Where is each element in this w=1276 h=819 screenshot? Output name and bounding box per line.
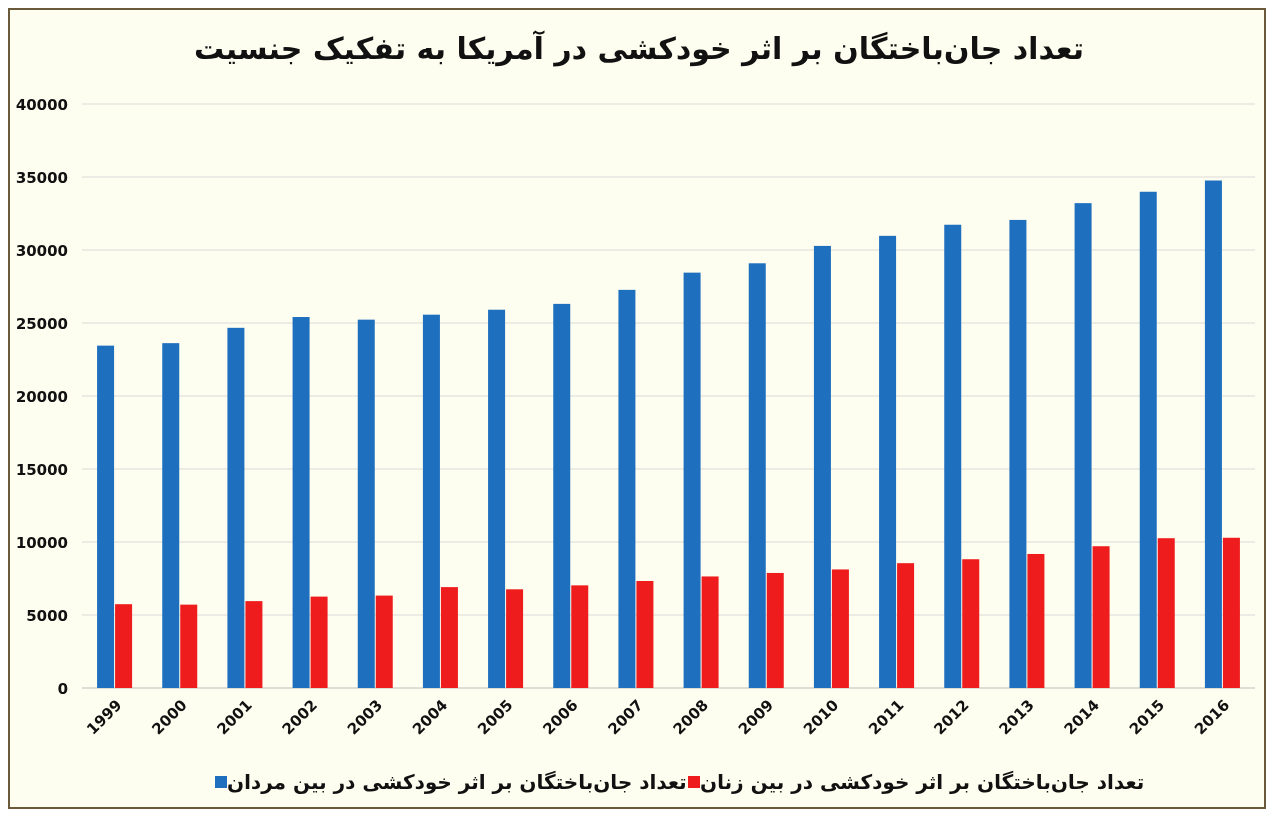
y-tick-label: 40000 (16, 96, 68, 114)
bar-men (422, 314, 440, 688)
x-tick-label: 2009 (735, 696, 777, 738)
bar-women (962, 559, 980, 688)
y-tick-label: 15000 (16, 461, 68, 479)
x-tick-label: 2000 (148, 696, 190, 738)
bar-women (375, 595, 393, 688)
bar-men (162, 343, 180, 688)
bar-women (701, 576, 719, 688)
legend-swatch-women (688, 776, 700, 788)
bar-women (831, 569, 849, 688)
y-tick-label: 30000 (16, 242, 68, 260)
legend-item-women: تعداد جان‌باختگان بر اثر خودکشی در بین ز… (678, 770, 1144, 794)
x-tick-label: 2006 (539, 696, 581, 738)
legend-swatch-men (215, 776, 227, 788)
bar-men (1139, 191, 1157, 688)
x-tick-label: 2003 (344, 696, 386, 738)
bar-women (1222, 537, 1240, 688)
bar-men (553, 303, 571, 688)
chart-title: تعداد جان‌باختگان بر اثر خودکشی در آمریک… (194, 32, 1084, 67)
bar-men (618, 289, 636, 688)
x-tick-label: 2004 (409, 696, 451, 738)
bar-men (488, 309, 506, 688)
bar-women (180, 604, 198, 688)
bar-men (292, 317, 310, 688)
y-tick-label: 25000 (16, 315, 68, 333)
bar-women (310, 596, 328, 688)
bar-women (766, 572, 784, 688)
x-tick-label: 2013 (995, 696, 1037, 738)
bar-men (227, 327, 245, 688)
bar-men (97, 345, 115, 688)
bar-women (636, 580, 654, 688)
bar-women (1027, 553, 1045, 688)
y-tick-label: 10000 (16, 534, 68, 552)
x-tick-label: 2010 (800, 696, 842, 738)
x-tick-label: 2015 (1126, 696, 1168, 738)
y-tick-label: 5000 (26, 607, 68, 625)
legend-label-men: تعداد جان‌باختگان بر اثر خودکشی در بین م… (227, 770, 687, 794)
bar-men (748, 263, 766, 688)
bar-women (897, 563, 915, 688)
bar-men (813, 245, 831, 689)
x-tick-label: 1999 (83, 696, 125, 738)
x-tick-label: 2014 (1061, 696, 1103, 738)
x-tick-label: 2016 (1191, 696, 1233, 738)
bar-women (245, 601, 263, 688)
legend-label-women: تعداد جان‌باختگان بر اثر خودکشی در بین ز… (700, 770, 1145, 794)
bar-men (1009, 219, 1027, 688)
bar-women (115, 604, 133, 688)
bar-men (1074, 203, 1092, 688)
legend-item-men: تعداد جان‌باختگان بر اثر خودکشی در بین م… (205, 770, 687, 794)
bar-men (879, 235, 897, 688)
bar-women (1092, 546, 1110, 688)
bar-men (944, 224, 962, 688)
bar-women (506, 589, 524, 688)
y-tick-label: 20000 (16, 388, 68, 406)
x-tick-label: 2011 (865, 696, 907, 738)
x-tick-label: 2007 (604, 696, 646, 738)
x-tick-label: 2008 (670, 696, 712, 738)
x-tick-label: 2002 (279, 696, 321, 738)
bar-men (683, 272, 701, 688)
bar-women (571, 585, 589, 688)
bar-women (440, 587, 458, 688)
bar-men (357, 319, 375, 688)
y-tick-label: 0 (58, 680, 68, 698)
x-tick-label: 2001 (213, 696, 255, 738)
x-tick-label: 2012 (930, 696, 972, 738)
bar-women (1157, 538, 1175, 688)
x-tick-label: 2005 (474, 696, 516, 738)
y-tick-label: 35000 (16, 169, 68, 187)
bar-men (1204, 180, 1222, 688)
